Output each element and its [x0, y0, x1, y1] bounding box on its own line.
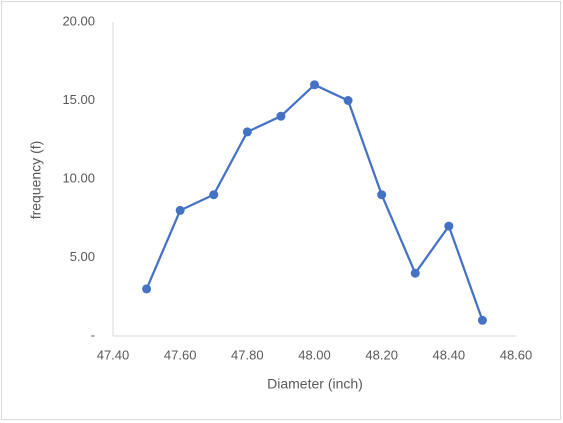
marker [343, 96, 353, 105]
x-tick-label: 48.40 [433, 347, 466, 362]
marker [310, 80, 319, 90]
marker [142, 284, 152, 294]
marker [377, 190, 387, 200]
x-tick-label: 47.80 [231, 347, 264, 362]
y-tick-label: 20.00 [62, 13, 95, 28]
marker [175, 205, 185, 215]
marker [209, 190, 219, 200]
y-tick-label: - [91, 327, 95, 342]
x-tick-label: 48.60 [500, 347, 533, 362]
x-tick-label: 47.60 [164, 347, 197, 362]
y-tick-label: 10.00 [62, 170, 95, 185]
x-axis-title: Diameter (inch) [267, 376, 363, 392]
marker [242, 127, 252, 137]
y-tick-label: 5.00 [70, 249, 95, 264]
x-tick-label: 47.40 [97, 347, 130, 362]
marker [444, 221, 454, 231]
y-tick-label: 15.00 [62, 92, 95, 107]
marker [276, 111, 286, 121]
marker [410, 268, 420, 278]
x-tick-label: 48.20 [365, 347, 398, 362]
marker [477, 315, 487, 325]
y-axis-title: frequency (f) [28, 141, 44, 220]
x-tick-label: 48.00 [298, 347, 331, 362]
